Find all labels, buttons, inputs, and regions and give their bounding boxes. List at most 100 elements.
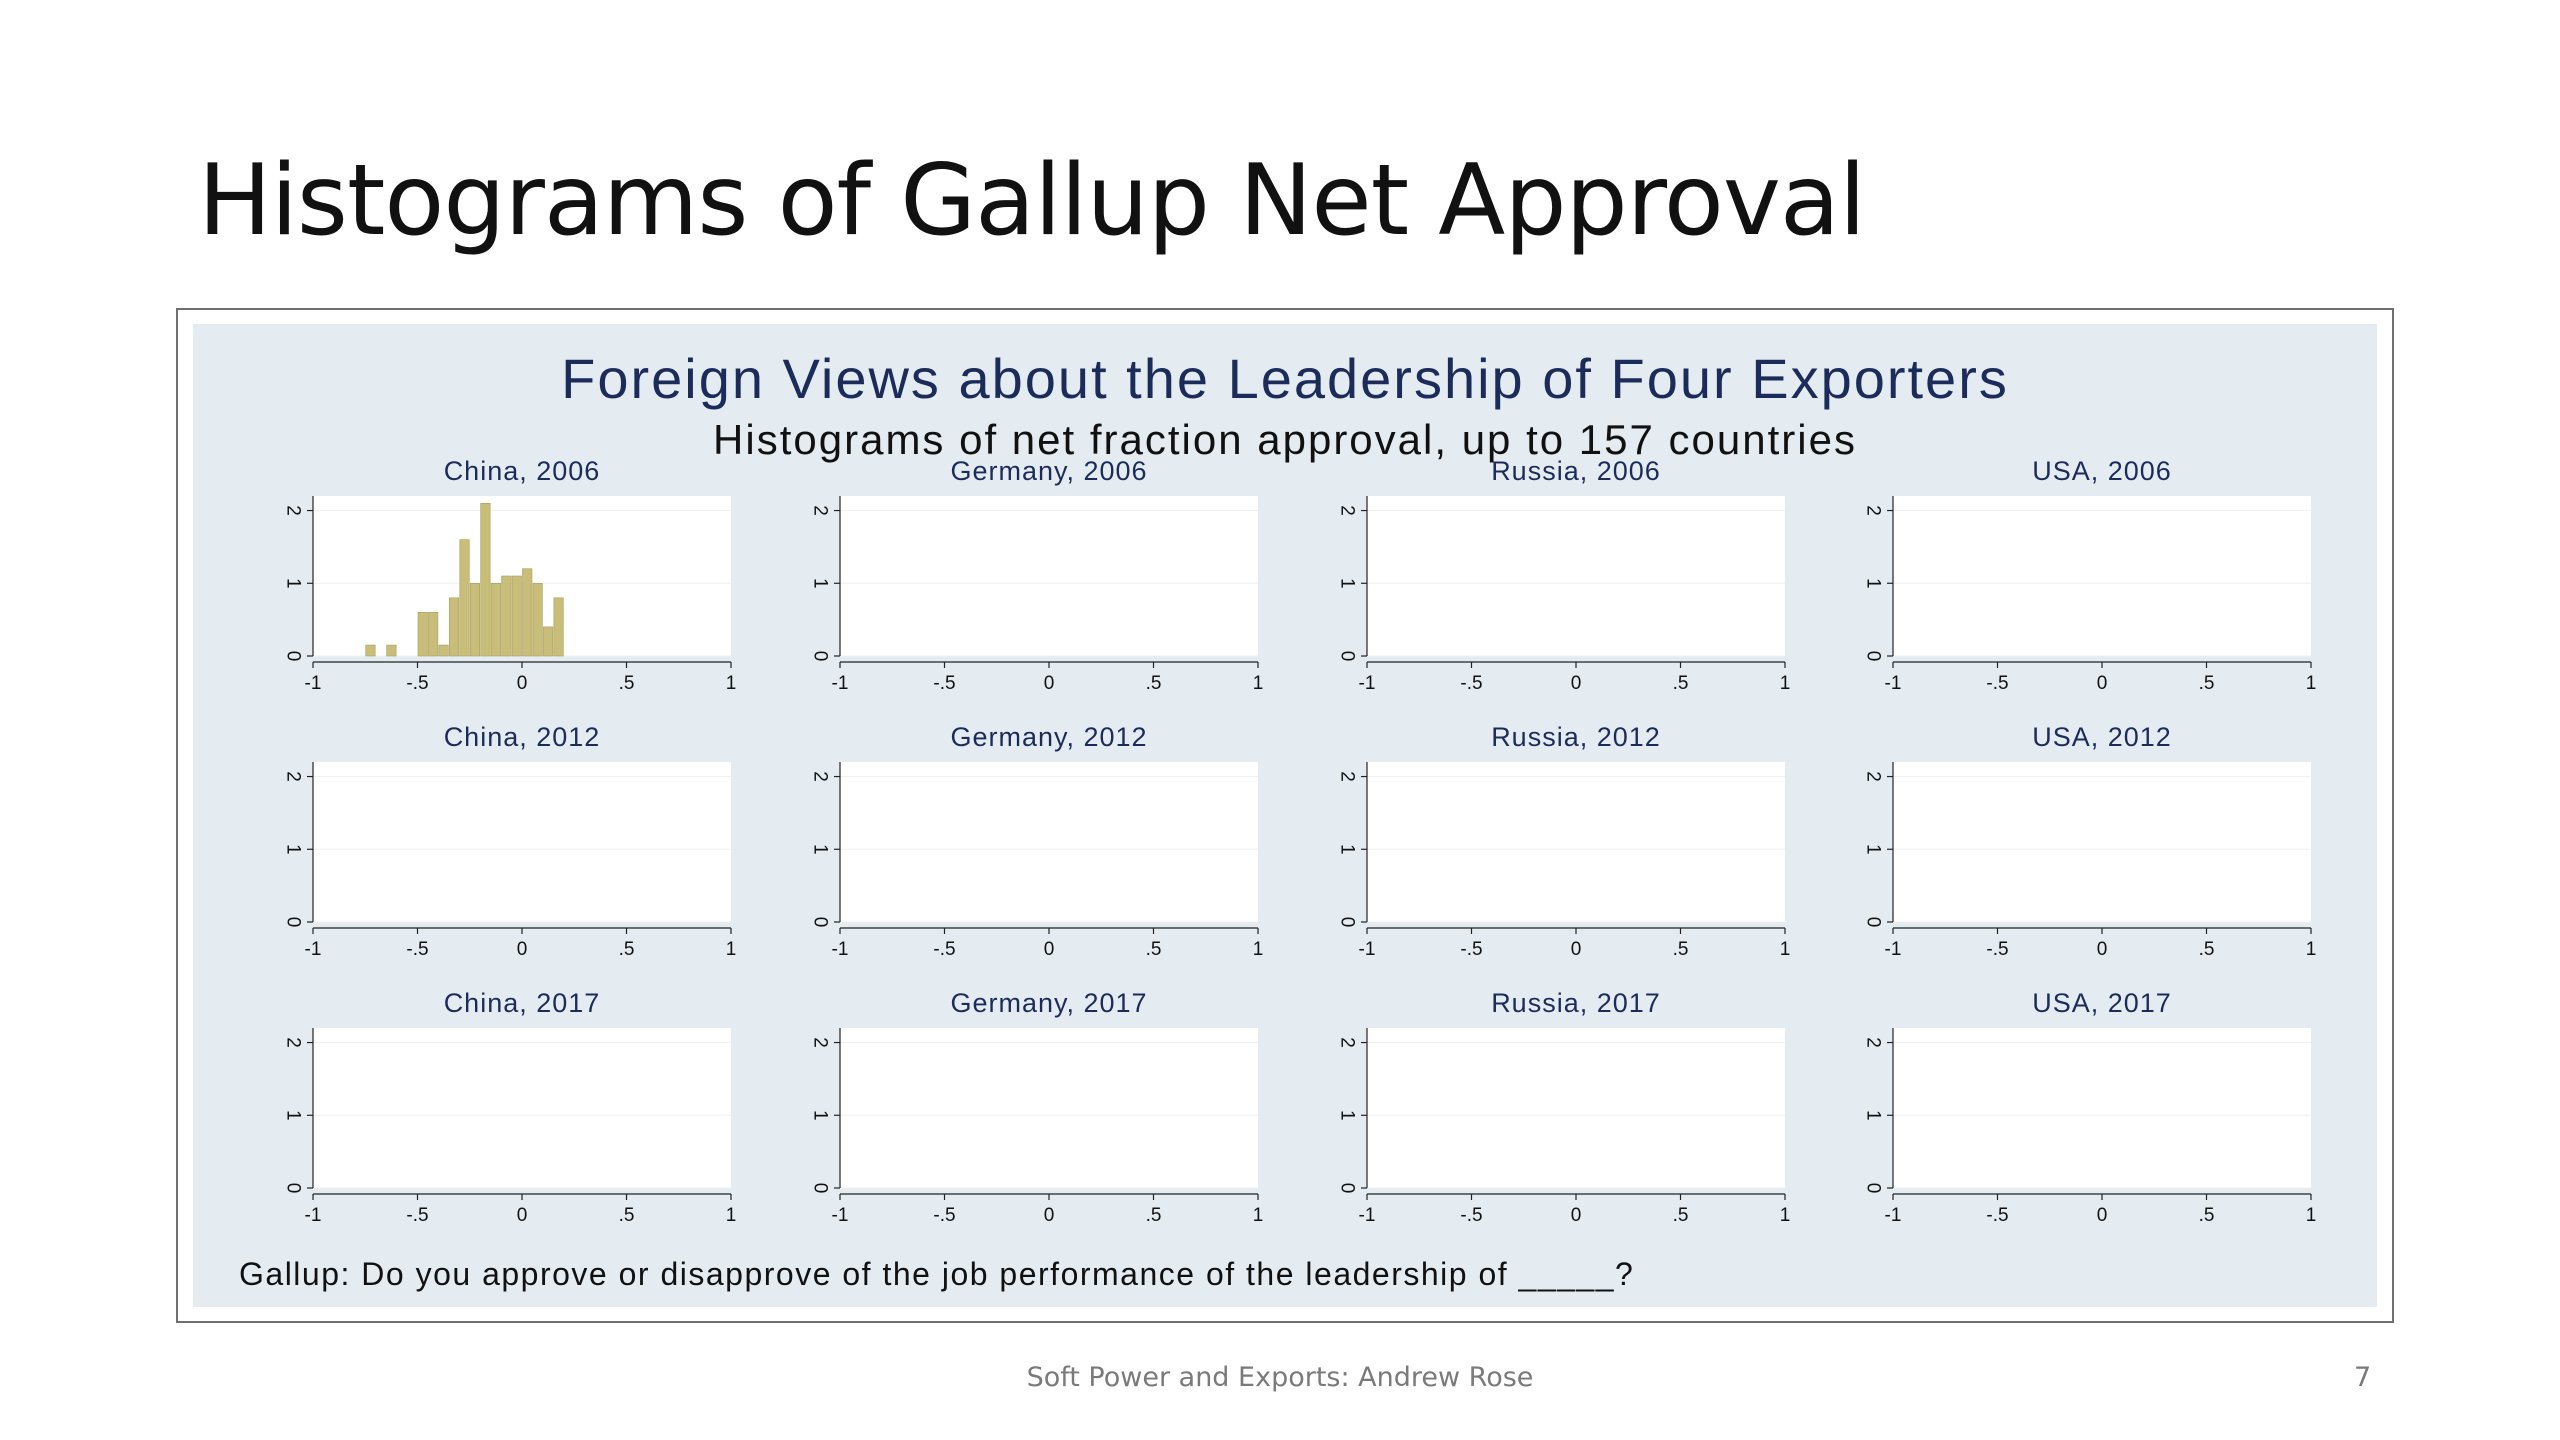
x-tick-label: .5 xyxy=(2199,1205,2215,1226)
x-tick-label: -1 xyxy=(1885,939,1902,960)
panel-title: Russia, 2017 xyxy=(1491,988,1661,1018)
figure-panel: Foreign Views about the Leadership of Fo… xyxy=(193,324,2377,1307)
x-tick-label: -1 xyxy=(1885,673,1902,694)
histogram-panel: USA, 2017 -1 -.5 0 .5 1 0 1 2 xyxy=(1863,988,2317,1226)
y-tick-label: 0 xyxy=(1863,1183,1884,1194)
y-tick-label: 1 xyxy=(283,578,304,589)
x-tick-label: -.5 xyxy=(406,939,428,960)
plot-area xyxy=(840,1028,1258,1188)
x-tick-label: -.5 xyxy=(1986,939,2008,960)
histogram-bar xyxy=(386,644,397,657)
x-tick-label: .5 xyxy=(1146,939,1162,960)
histogram-bar xyxy=(449,597,460,657)
x-tick-label: -.5 xyxy=(406,1205,428,1226)
plot-area xyxy=(313,1028,731,1188)
panel-title: USA, 2006 xyxy=(2032,456,2172,486)
y-tick-label: 2 xyxy=(283,771,304,782)
x-tick-label: 0 xyxy=(1044,939,1055,960)
histogram-bar xyxy=(438,644,449,657)
histogram-panel: USA, 2012 -1 -.5 0 .5 1 0 1 2 xyxy=(1863,722,2317,960)
y-tick-label: 2 xyxy=(1337,771,1358,782)
x-tick-label: 0 xyxy=(517,1205,528,1226)
histogram-panel: Russia, 2017 -1 -.5 0 .5 1 0 1 2 xyxy=(1337,988,1791,1226)
y-tick-label: 0 xyxy=(1863,917,1884,928)
figure-frame: Foreign Views about the Leadership of Fo… xyxy=(176,308,2394,1323)
x-tick-label: 0 xyxy=(517,673,528,694)
histogram-bar xyxy=(480,502,491,657)
x-tick-label: -1 xyxy=(832,1205,849,1226)
histogram-bar xyxy=(543,626,554,657)
panel-title: Russia, 2012 xyxy=(1491,722,1661,752)
histogram-bar xyxy=(511,575,522,657)
y-tick-label: 0 xyxy=(810,651,831,662)
x-tick-label: 1 xyxy=(1253,673,1264,694)
chart-title: Foreign Views about the Leadership of Fo… xyxy=(561,347,2009,410)
histogram-panel: China, 2017 -1 -.5 0 .5 1 0 1 2 xyxy=(283,988,737,1226)
histogram-panel: Russia, 2012 -1 -.5 0 .5 1 0 1 2 xyxy=(1337,722,1791,960)
x-tick-label: -1 xyxy=(305,939,322,960)
x-tick-label: -1 xyxy=(832,939,849,960)
panel-title: China, 2006 xyxy=(444,456,601,486)
x-tick-label: 0 xyxy=(2097,673,2108,694)
x-tick-label: 1 xyxy=(1780,673,1791,694)
histogram-bar xyxy=(553,597,564,657)
panel-title: China, 2012 xyxy=(444,722,601,752)
histogram-panel: China, 2006 -1 -.5 0 .5 1 0 1 2 xyxy=(283,456,737,694)
x-tick-label: -1 xyxy=(305,1205,322,1226)
histogram-panel: Russia, 2006 -1 -.5 0 .5 1 0 1 2 xyxy=(1337,456,1791,694)
x-tick-label: .5 xyxy=(1673,673,1689,694)
x-tick-label: -.5 xyxy=(1460,673,1482,694)
x-tick-label: 1 xyxy=(726,673,737,694)
plot-area xyxy=(1367,762,1785,922)
y-tick-label: 1 xyxy=(283,1110,304,1121)
histogram-bar xyxy=(501,575,512,657)
x-tick-label: .5 xyxy=(1673,1205,1689,1226)
chart-subtitle: Histograms of net fraction approval, up … xyxy=(713,416,1857,463)
histogram-panel: Germany, 2017 -1 -.5 0 .5 1 0 1 2 xyxy=(810,988,1264,1226)
y-tick-label: 0 xyxy=(283,1183,304,1194)
x-tick-label: .5 xyxy=(619,1205,635,1226)
y-tick-label: 0 xyxy=(810,1183,831,1194)
x-tick-label: -1 xyxy=(1359,673,1376,694)
histogram-bar xyxy=(469,582,480,657)
panel-title: USA, 2017 xyxy=(2032,988,2172,1018)
y-tick-label: 1 xyxy=(1337,844,1358,855)
x-tick-label: .5 xyxy=(2199,673,2215,694)
panel-title: Germany, 2017 xyxy=(950,988,1147,1018)
y-tick-label: 2 xyxy=(1863,505,1884,516)
x-tick-label: 1 xyxy=(2306,939,2317,960)
slide-footer: Soft Power and Exports: Andrew Rose xyxy=(1026,1362,1534,1393)
x-tick-label: 0 xyxy=(1571,673,1582,694)
histogram-bar xyxy=(522,568,533,657)
x-tick-label: -1 xyxy=(1885,1205,1902,1226)
x-tick-label: .5 xyxy=(1146,1205,1162,1226)
plot-area xyxy=(1367,496,1785,656)
y-tick-label: 2 xyxy=(810,1037,831,1048)
x-tick-label: 0 xyxy=(1571,1205,1582,1226)
plot-area xyxy=(313,762,731,922)
x-tick-label: -.5 xyxy=(1986,1205,2008,1226)
plot-area xyxy=(840,762,1258,922)
plot-area xyxy=(1893,762,2311,922)
plot-area xyxy=(840,496,1258,656)
x-tick-label: -1 xyxy=(305,673,322,694)
y-tick-label: 0 xyxy=(283,917,304,928)
y-tick-label: 1 xyxy=(1337,1110,1358,1121)
x-tick-label: -1 xyxy=(1359,939,1376,960)
y-tick-label: 1 xyxy=(810,578,831,589)
x-tick-label: -.5 xyxy=(406,673,428,694)
x-tick-label: -1 xyxy=(1359,1205,1376,1226)
x-tick-label: -.5 xyxy=(933,673,955,694)
y-tick-label: 1 xyxy=(283,844,304,855)
x-tick-label: .5 xyxy=(619,673,635,694)
chart-note: Gallup: Do you approve or disapprove of … xyxy=(239,1256,1635,1292)
x-tick-label: -.5 xyxy=(933,939,955,960)
x-tick-label: -.5 xyxy=(1460,1205,1482,1226)
x-tick-label: 1 xyxy=(726,939,737,960)
x-tick-label: 0 xyxy=(1571,939,1582,960)
x-tick-label: 1 xyxy=(2306,673,2317,694)
y-tick-label: 2 xyxy=(810,505,831,516)
plot-area xyxy=(1367,1028,1785,1188)
histogram-bar xyxy=(428,612,439,657)
panel-title: China, 2017 xyxy=(444,988,601,1018)
